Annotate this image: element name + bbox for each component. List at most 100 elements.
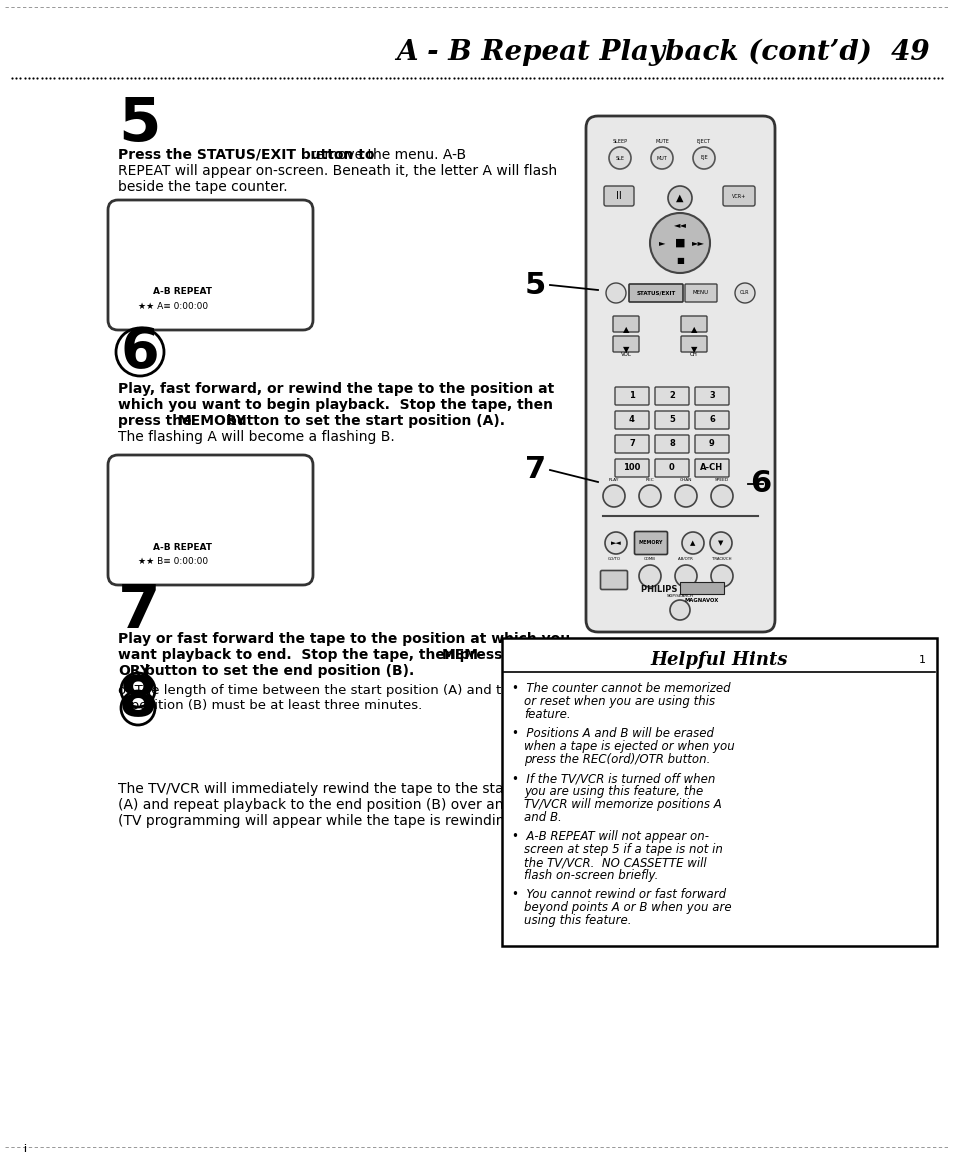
Point [412, 69, 427, 88]
Point [251, 69, 266, 88]
FancyBboxPatch shape [615, 459, 648, 477]
Text: which you want to begin playback.  Stop the tape, then: which you want to begin playback. Stop t… [118, 398, 553, 412]
Text: ¡: ¡ [22, 1141, 27, 1153]
Point [585, 69, 600, 88]
Point [526, 69, 541, 88]
Point [157, 69, 172, 88]
Point [9, 69, 24, 88]
Point [454, 69, 469, 88]
Point [853, 69, 868, 88]
Circle shape [734, 282, 754, 303]
Point [658, 69, 673, 88]
Point [34, 69, 50, 88]
Circle shape [605, 282, 625, 303]
FancyBboxPatch shape [585, 116, 774, 632]
Point [17, 69, 32, 88]
Point [581, 69, 597, 88]
Point [836, 69, 851, 88]
Point [93, 69, 109, 88]
Text: SLE: SLE [615, 156, 624, 160]
Point [144, 69, 159, 88]
Circle shape [604, 532, 626, 553]
Point [623, 69, 639, 88]
Point [403, 69, 418, 88]
Point [314, 69, 330, 88]
Point [721, 69, 737, 88]
Text: The TV/VCR will immediately rewind the tape to the start position: The TV/VCR will immediately rewind the t… [118, 782, 574, 796]
Point [72, 69, 88, 88]
Point [365, 69, 380, 88]
Text: A-B REPEAT: A-B REPEAT [152, 543, 212, 551]
Text: Play, fast forward, or rewind the tape to the position at: Play, fast forward, or rewind the tape t… [118, 382, 554, 395]
Point [560, 69, 576, 88]
Point [275, 69, 291, 88]
FancyBboxPatch shape [501, 638, 936, 945]
Point [416, 69, 431, 88]
Point [815, 69, 830, 88]
Text: and B.: and B. [523, 811, 561, 824]
Point [929, 69, 944, 88]
Point [111, 69, 126, 88]
Point [399, 69, 415, 88]
Text: GO/TO: GO/TO [607, 557, 619, 562]
Text: 1: 1 [918, 655, 925, 665]
Point [26, 69, 41, 88]
Point [900, 69, 915, 88]
Point [229, 69, 244, 88]
Point [874, 69, 889, 88]
Circle shape [608, 146, 630, 169]
FancyBboxPatch shape [108, 455, 313, 585]
Text: 9: 9 [708, 439, 714, 449]
Point [891, 69, 906, 88]
Point [531, 69, 546, 88]
Point [132, 69, 147, 88]
Text: 5: 5 [668, 415, 674, 424]
Point [327, 69, 342, 88]
Point [578, 69, 593, 88]
Point [429, 69, 444, 88]
Point [59, 69, 74, 88]
Point [471, 69, 486, 88]
Point [204, 69, 219, 88]
FancyBboxPatch shape [628, 284, 682, 302]
Point [386, 69, 401, 88]
Text: 2: 2 [668, 392, 674, 400]
Point [760, 69, 775, 88]
Text: MAGNAVOX: MAGNAVOX [684, 597, 719, 603]
Point [47, 69, 62, 88]
Text: (TV programming will appear while the tape is rewinding.): (TV programming will appear while the ta… [118, 814, 522, 828]
Point [917, 69, 932, 88]
Point [517, 69, 533, 88]
Circle shape [710, 565, 732, 587]
Point [382, 69, 397, 88]
Point [280, 69, 295, 88]
Point [611, 69, 626, 88]
Text: ◄◄: ◄◄ [673, 220, 686, 229]
Text: SKIP/SEARCH: SKIP/SEARCH [666, 594, 693, 598]
Point [832, 69, 847, 88]
Point [882, 69, 898, 88]
Point [552, 69, 567, 88]
Point [514, 69, 529, 88]
Text: A-B/OTR: A-B/OTR [678, 557, 693, 562]
Point [301, 69, 316, 88]
Text: ▼: ▼ [690, 346, 697, 354]
Point [259, 69, 274, 88]
Text: 1: 1 [628, 392, 635, 400]
Point [810, 69, 825, 88]
Point [272, 69, 287, 88]
Text: (A) and repeat playback to the end position (B) over and over.: (A) and repeat playback to the end posit… [118, 798, 550, 812]
FancyBboxPatch shape [679, 582, 723, 594]
Point [128, 69, 143, 88]
Point [654, 69, 669, 88]
Point [645, 69, 660, 88]
Point [407, 69, 422, 88]
Text: remove the menu. A-B: remove the menu. A-B [305, 148, 465, 163]
Circle shape [675, 565, 697, 587]
Point [178, 69, 193, 88]
Point [225, 69, 240, 88]
Point [865, 69, 881, 88]
FancyBboxPatch shape [603, 186, 634, 206]
Point [679, 69, 694, 88]
Point [823, 69, 839, 88]
